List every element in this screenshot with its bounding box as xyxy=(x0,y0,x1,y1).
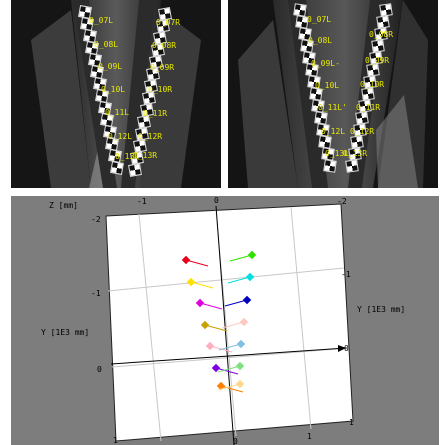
marker-label-0_10L: 0_10L xyxy=(101,85,126,94)
marker-label-0_09L: 0_09L- xyxy=(311,59,340,68)
marker-label-0_10R: 0_10R xyxy=(148,85,173,94)
marker-label-0_13R: 0_13R xyxy=(133,151,158,160)
marker-point xyxy=(235,361,245,371)
marker-label-0_12R: 0_12R xyxy=(350,127,375,136)
marker-trail xyxy=(217,383,241,391)
marker-point xyxy=(200,320,210,330)
marker-label-0_12L: 0_12L xyxy=(108,132,133,141)
y-axis-label-left: Y [1E3 mm] xyxy=(41,328,89,337)
marker-label-0_07R: 0_07R xyxy=(156,18,181,27)
z-axis-label: Z [mm] xyxy=(49,201,78,210)
marker-trail xyxy=(220,385,244,393)
marker-point xyxy=(211,363,221,373)
marker-point xyxy=(236,339,246,349)
tick-top-left: -1 xyxy=(137,197,147,206)
tick-top-center: 0 xyxy=(214,196,219,205)
tick-left-mid: -1 xyxy=(91,289,101,298)
marker-trail xyxy=(221,321,245,329)
marker-label-0_08R: 0_08R xyxy=(152,41,177,50)
marker-label-0_13L: 0_13L xyxy=(115,152,140,161)
plot-3d-canvas[interactable]: Z [mm] Y [1E3 mm] Y [1E3 mm] -1 0 -2 -2 … xyxy=(11,196,439,445)
marker-label-0_11L: 0_11L' xyxy=(318,103,347,112)
marker-point xyxy=(195,298,205,308)
marker-trail xyxy=(190,281,214,289)
checker-marker xyxy=(345,159,359,173)
marker-label-0_13L: 0_13L xyxy=(325,149,350,158)
marker-trail xyxy=(215,367,239,375)
tick-right-mid: 0 xyxy=(344,344,349,353)
plot-3d-view[interactable]: Z [mm] Y [1E3 mm] Y [1E3 mm] -1 0 -2 -2 … xyxy=(11,196,439,445)
y-axis-label-right: Y [1E3 mm] xyxy=(357,305,405,314)
marker-label-0_07L: 0_07L xyxy=(307,15,332,24)
marker-label-0_09L: 0_09L xyxy=(98,62,123,71)
marker-trail xyxy=(185,259,209,267)
marker-point xyxy=(181,255,191,265)
marker-label-0_12R: 0_12R xyxy=(138,132,163,141)
camera-view-left: 0_07L 0_07R 0_08L 0_08R 0_09L 0_09R 0_10… xyxy=(11,0,221,188)
marker-label-0_09R: 0_09R xyxy=(365,56,390,65)
tick-left-top: -2 xyxy=(91,215,101,224)
marker-label-0_11R: 0_11R xyxy=(143,109,168,118)
marker-point xyxy=(205,341,215,351)
marker-point xyxy=(186,277,196,287)
tick-left-bottom: 1 xyxy=(113,436,118,445)
checker-marker xyxy=(128,163,142,177)
marker-label-0_11L: 0_11L xyxy=(105,108,130,117)
axis-horizontal xyxy=(110,347,347,365)
marker-trail xyxy=(229,254,253,262)
tick-bottom-right: 1 xyxy=(307,432,312,441)
marker-trail xyxy=(217,365,241,373)
tick-bottom-center: 0 xyxy=(233,437,238,445)
marker-point xyxy=(239,317,249,327)
tick-top-right: -2 xyxy=(337,197,347,206)
marker-trail xyxy=(199,302,223,310)
marker-point xyxy=(245,272,255,282)
marker-label-0_10L: 0_10L xyxy=(315,81,340,90)
axis-arrowhead xyxy=(338,345,346,352)
marker-label-0_13R: 0_13R xyxy=(343,149,368,158)
marker-points xyxy=(181,250,257,393)
camera-view-right: 0_07L 0_08L 0_08R 0_09L- 0_09R 0_10L 0_1… xyxy=(228,0,438,188)
tick-right-top: -1 xyxy=(341,270,351,279)
marker-trail xyxy=(218,343,242,351)
plot-plane xyxy=(105,203,354,442)
marker-label-0_09R: 0_09R xyxy=(150,63,175,72)
marker-label-0_12L: 0_12L xyxy=(321,127,346,136)
marker-label-0_08L: 0_08L xyxy=(308,36,333,45)
marker-trail xyxy=(224,299,248,307)
axis-vertical xyxy=(215,205,235,445)
checker-marker xyxy=(110,161,124,175)
tick-right-bottom: 1 xyxy=(349,418,354,427)
marker-label-0_08R: 0_08R xyxy=(369,30,394,39)
marker-point xyxy=(242,295,252,305)
marker-label-0_07L: 0_07L xyxy=(89,16,114,25)
marker-trail xyxy=(227,276,251,284)
marker-label-0_10R: 0_10R xyxy=(360,80,385,89)
tick-left-low: 0 xyxy=(97,365,102,374)
checker-marker xyxy=(323,159,337,173)
marker-trail xyxy=(204,324,228,332)
marker-point xyxy=(235,379,245,389)
marker-label-0_08L: 0_08L xyxy=(94,40,119,49)
marker-label-0_11R: 0_11R xyxy=(356,103,381,112)
